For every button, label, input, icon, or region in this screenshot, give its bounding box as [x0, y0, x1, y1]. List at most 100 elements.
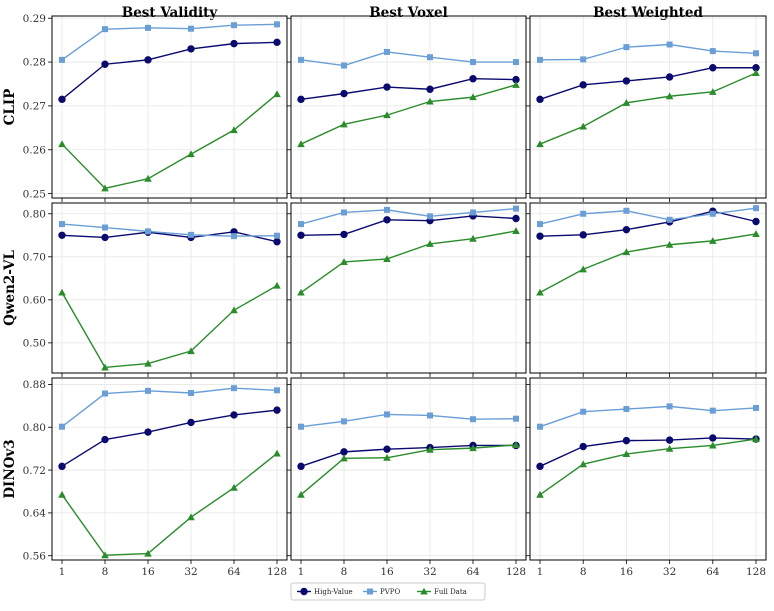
data-point	[58, 490, 66, 498]
data-point	[101, 363, 109, 371]
x-tick-label: 128	[746, 566, 766, 578]
x-tick-label: 128	[506, 566, 526, 578]
data-point	[383, 216, 391, 224]
data-point	[709, 48, 716, 55]
data-point	[513, 415, 519, 422]
data-point	[512, 214, 520, 223]
series-line	[300, 444, 516, 467]
panel-frame	[51, 15, 288, 199]
data-point	[230, 306, 238, 314]
data-point	[298, 221, 304, 228]
data-point	[579, 81, 587, 89]
data-point	[340, 120, 348, 128]
data-point	[426, 240, 434, 247]
data-point	[58, 288, 66, 296]
data-point	[537, 221, 543, 228]
data-point	[101, 435, 109, 444]
data-point	[341, 209, 347, 216]
x-tick-label: 1	[537, 566, 544, 578]
data-point	[188, 231, 194, 238]
x-tick-label: 16	[380, 566, 394, 578]
data-point	[383, 83, 391, 91]
x-tick-label: 64	[706, 566, 720, 578]
data-point	[752, 217, 760, 226]
series-line	[61, 223, 278, 237]
data-point	[144, 428, 152, 436]
data-point	[426, 445, 434, 453]
y-tick-label: 0.28	[23, 57, 46, 69]
data-point	[230, 411, 238, 419]
x-tick-label: 1	[59, 566, 66, 578]
series-line	[61, 387, 278, 428]
series-line	[300, 78, 517, 101]
data-point	[427, 54, 433, 61]
series-line	[61, 231, 278, 243]
data-point	[274, 21, 280, 28]
data-point	[427, 412, 433, 419]
series-line	[539, 67, 756, 100]
column-title: Best Voxel	[369, 5, 448, 21]
legend-box	[290, 582, 486, 601]
data-point	[187, 45, 195, 53]
data-point	[230, 39, 238, 48]
data-point	[383, 445, 391, 453]
data-point	[273, 238, 281, 246]
legend-marker	[300, 587, 308, 596]
panel-frame	[290, 202, 527, 374]
data-point	[58, 140, 66, 148]
data-point	[580, 210, 587, 217]
data-point	[512, 441, 520, 448]
data-point	[384, 206, 390, 213]
panel-frame	[290, 377, 527, 561]
y-tick-label: 0.27	[23, 101, 46, 113]
row-title: CLIP	[2, 89, 18, 126]
series-line	[300, 413, 517, 428]
series-line	[61, 285, 278, 369]
x-tick-label: 8	[341, 566, 348, 578]
x-tick-label: 16	[141, 566, 155, 578]
data-point	[470, 59, 476, 66]
panel: 0.56 0.64 0.72 0.80 0.88 1 8 16 32 64 128	[23, 377, 288, 578]
series-line	[300, 51, 516, 67]
y-tick-label: 0.60	[23, 295, 46, 307]
series-line	[300, 230, 517, 294]
series-line	[539, 437, 757, 467]
panel-frame	[529, 377, 767, 561]
data-point	[273, 90, 281, 98]
data-point	[297, 95, 305, 104]
data-point	[58, 231, 66, 239]
data-point	[622, 436, 631, 445]
y-tick-label: 0.72	[23, 465, 46, 477]
x-tick-label: 32	[184, 566, 197, 578]
data-point	[622, 99, 631, 106]
legend-marker	[367, 588, 373, 595]
data-point	[622, 225, 631, 234]
data-point	[297, 140, 305, 148]
data-point	[536, 140, 544, 148]
series-line	[539, 233, 757, 294]
data-point	[145, 228, 151, 235]
data-point	[469, 75, 477, 83]
column-title: Best Validity	[122, 5, 219, 21]
panel: 1 8 16 32 64 128	[287, 377, 527, 578]
data-point	[709, 88, 717, 95]
data-point	[59, 56, 65, 63]
data-point	[513, 59, 519, 66]
data-point	[144, 56, 152, 64]
data-point	[709, 434, 717, 442]
data-point	[752, 435, 760, 443]
data-point	[101, 233, 109, 242]
series-line	[300, 215, 517, 236]
legend-label: PVPO	[380, 588, 400, 596]
series-line	[61, 41, 278, 100]
data-point	[579, 231, 587, 239]
panel: 1 8 16 32 64 128	[526, 377, 767, 578]
data-point	[665, 444, 674, 452]
panel: 0.25 0.26 0.27 0.28 0.29	[23, 13, 288, 202]
data-point	[274, 387, 280, 394]
series-line	[539, 438, 757, 496]
x-tick-label: 32	[423, 566, 436, 578]
y-tick-label: 0.56	[23, 550, 47, 562]
data-point	[188, 389, 194, 396]
x-tick-label: 16	[620, 566, 634, 578]
